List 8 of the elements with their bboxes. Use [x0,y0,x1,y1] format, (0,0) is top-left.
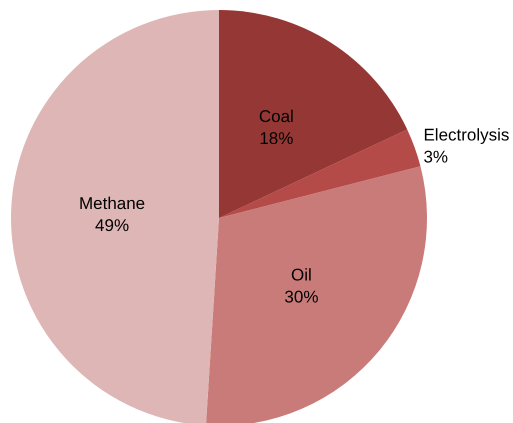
data-label: 3% [423,148,448,167]
data-label: 49% [95,216,130,236]
data-label: 18% [259,129,294,148]
slice-label: Oil [291,266,312,285]
slice-label: Methane [78,194,146,214]
slice-label: Coal [258,107,294,126]
slice-label: Electrolysis [423,126,510,145]
data-label: 30% [284,288,318,307]
